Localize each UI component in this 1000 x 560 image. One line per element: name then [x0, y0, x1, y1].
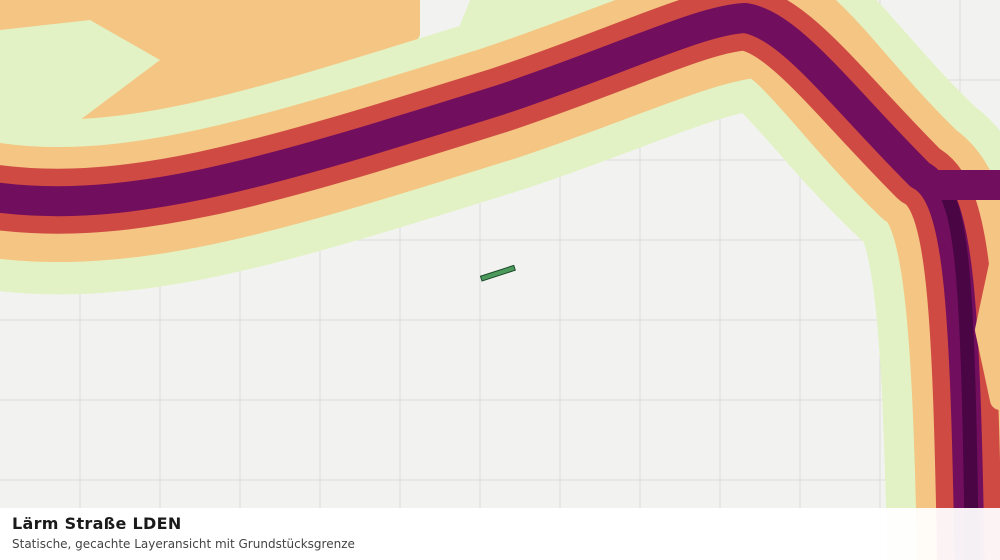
parcel-boundary[interactable]	[479, 264, 516, 282]
layer-title: Lärm Straße LDEN	[12, 514, 182, 533]
info-panel: Lärm Straße LDEN Statische, gecachte Lay…	[0, 508, 1000, 560]
layer-subtitle: Statische, gecachte Layeransicht mit Gru…	[12, 537, 355, 551]
